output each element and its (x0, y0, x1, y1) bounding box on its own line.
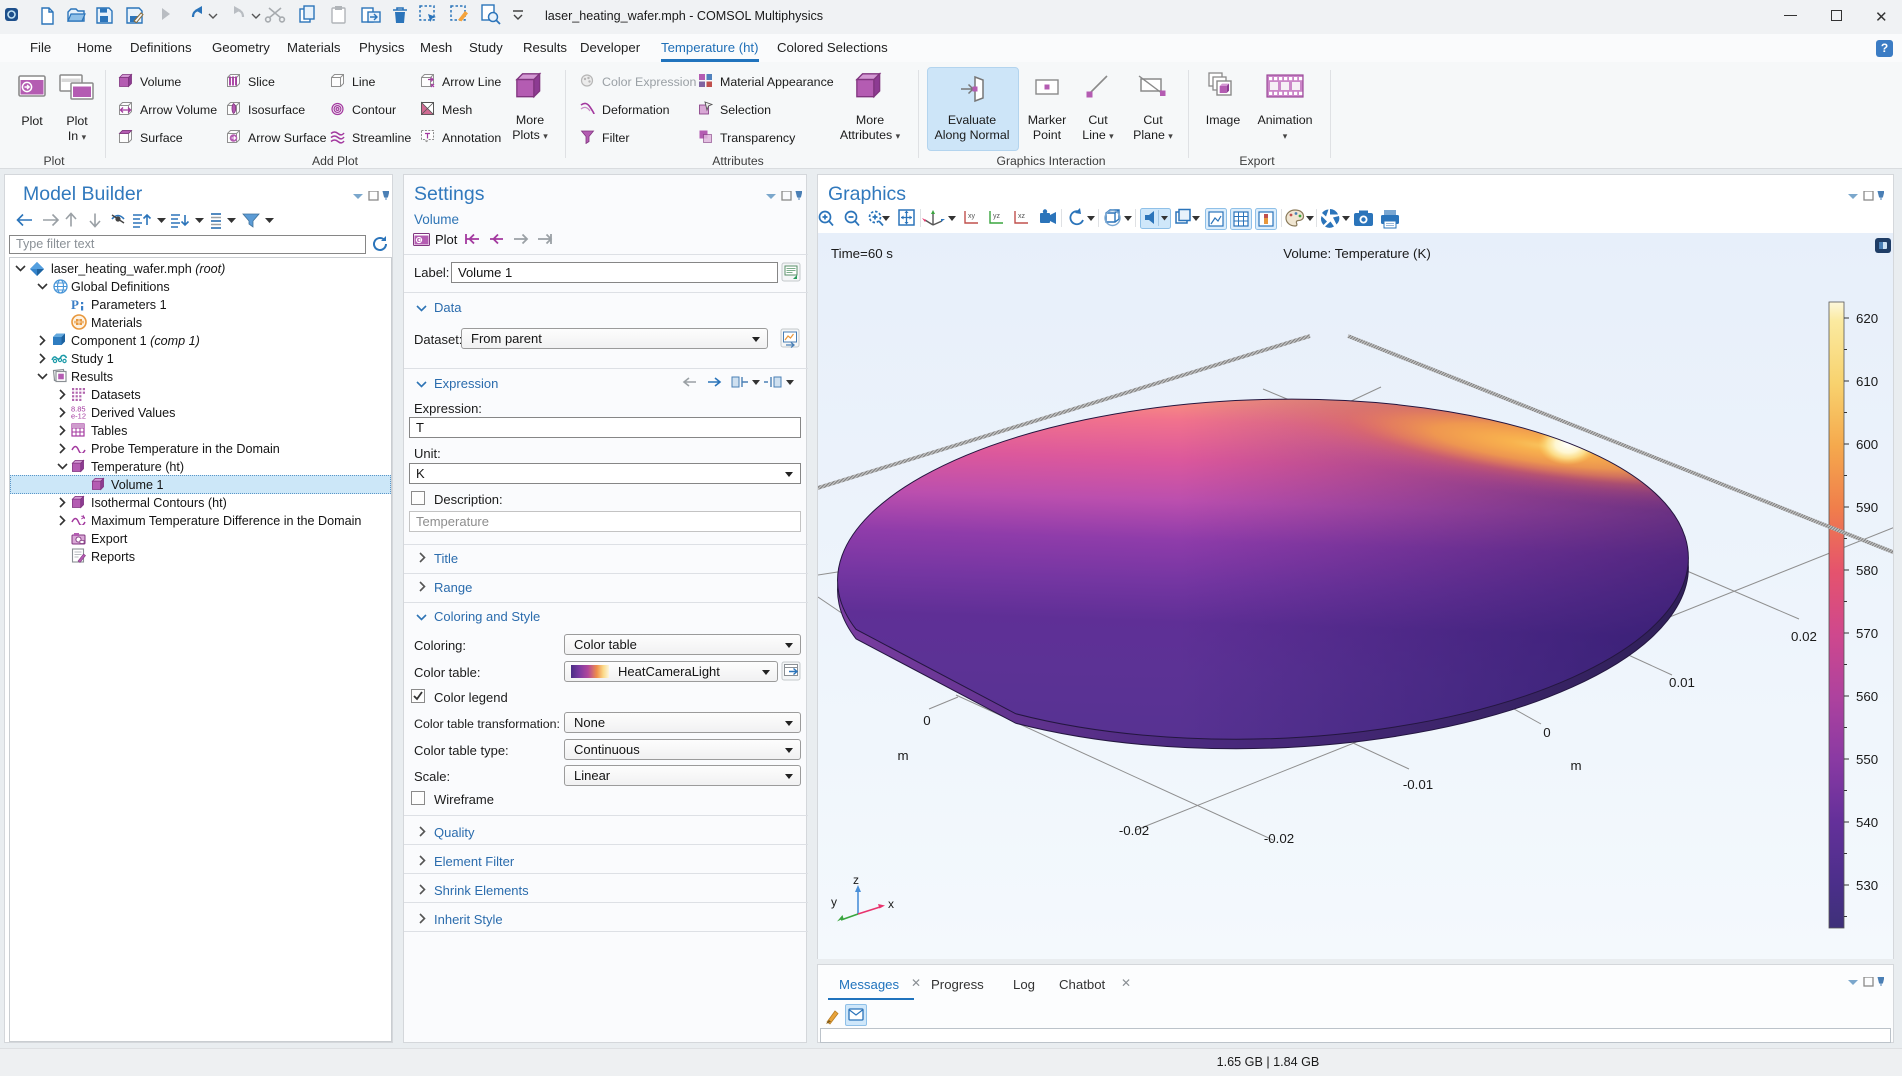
svg-text:8.85: 8.85 (71, 405, 86, 414)
svg-text:z: z (853, 873, 859, 887)
svg-text:610: 610 (1856, 374, 1878, 389)
svg-text:Time=60 s: Time=60 s (831, 246, 893, 261)
svg-text:yz: yz (993, 213, 1001, 220)
svg-text:0: 0 (923, 713, 930, 728)
svg-text:590: 590 (1856, 500, 1878, 515)
svg-text:600: 600 (1856, 437, 1878, 452)
svg-text:620: 620 (1856, 311, 1878, 326)
svg-text:xz: xz (1018, 213, 1026, 220)
svg-text:0.01: 0.01 (1669, 675, 1695, 690)
svg-text:560: 560 (1856, 689, 1878, 704)
svg-text:Volume: Temperature (K): Volume: Temperature (K) (1283, 246, 1431, 261)
svg-text:xy: xy (968, 213, 976, 220)
svg-text:0.02: 0.02 (1791, 629, 1817, 644)
svg-text:x: x (888, 897, 894, 911)
svg-text:530: 530 (1856, 878, 1878, 893)
svg-text:550: 550 (1856, 752, 1878, 767)
svg-text:570: 570 (1856, 626, 1878, 641)
svg-text:-0.02: -0.02 (1264, 831, 1294, 846)
svg-text:580: 580 (1856, 563, 1878, 578)
svg-text:P: P (71, 297, 79, 312)
svg-text:540: 540 (1856, 815, 1878, 830)
svg-text:m: m (897, 748, 908, 763)
svg-text:-0.01: -0.01 (1403, 777, 1433, 792)
svg-text:e-12: e-12 (71, 412, 86, 420)
svg-text:m: m (1570, 758, 1581, 773)
svg-text:y: y (831, 895, 837, 909)
svg-text:-0.02: -0.02 (1119, 823, 1149, 838)
svg-text:0: 0 (1543, 725, 1550, 740)
